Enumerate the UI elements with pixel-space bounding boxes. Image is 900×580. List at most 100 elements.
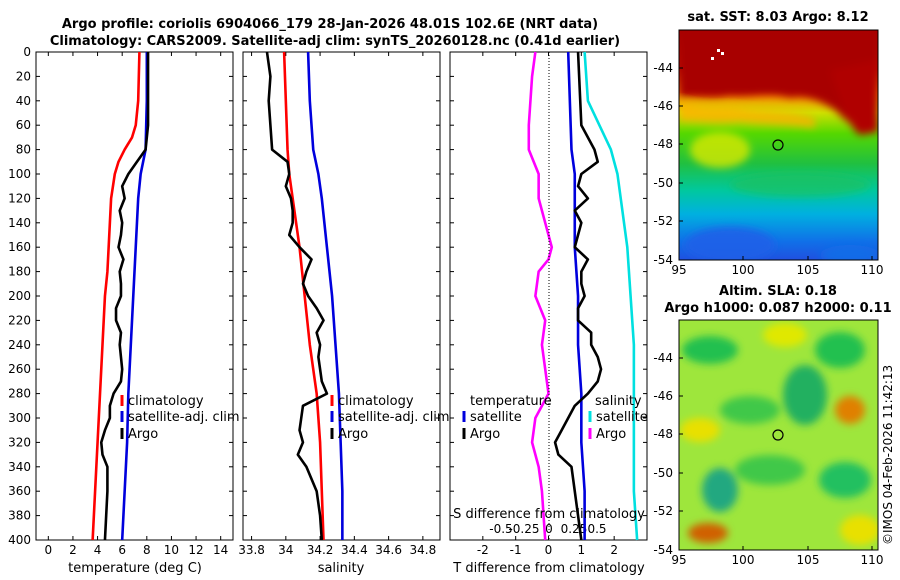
legend-s-argo: Argo <box>596 427 626 442</box>
x-tick-label: -2 <box>477 543 489 557</box>
sla-map-frame <box>678 319 879 551</box>
series-argo <box>265 51 329 541</box>
legend-satellite-adj: satellite-adj. clim <box>128 410 240 425</box>
lat-tick-label: -48 <box>653 427 673 441</box>
lat-tick-label: -46 <box>653 389 673 403</box>
depth-tick-label: 220 <box>8 313 31 327</box>
lat-tick-label: -44 <box>653 351 673 365</box>
x-tick-label: 10 <box>164 543 179 557</box>
series-salinity-argo <box>527 51 554 541</box>
argo-location-marker <box>772 139 784 151</box>
x-tick-label: 1 <box>578 543 586 557</box>
lat-tick-label: -50 <box>653 176 673 190</box>
x-tick-label: 6 <box>118 543 126 557</box>
x-tick-label: 34.6 <box>375 543 402 557</box>
title-line-1: Argo profile: coriolis 6904066_179 28-Ja… <box>62 17 598 32</box>
temperature-xlabel: temperature (deg C) <box>68 561 202 576</box>
lat-tick-label: -48 <box>653 137 673 151</box>
depth-tick-label: 260 <box>8 362 31 376</box>
depth-tick-label: 0 <box>23 45 31 59</box>
x-tick-label: 34.4 <box>341 543 368 557</box>
x-tick-label-top: -0.5 <box>489 522 512 536</box>
x-tick-label: 4 <box>94 543 102 557</box>
x-tick-label: -1 <box>510 543 522 557</box>
depth-tick-label: 140 <box>8 216 31 230</box>
lat-tick-label: -54 <box>653 543 673 557</box>
legend-climatology: climatology <box>128 394 204 409</box>
difference-xlabel: T difference from climatology <box>452 561 645 576</box>
series-climatology <box>91 51 141 541</box>
legend-satellite-adj: satellite-adj. clim <box>338 410 450 425</box>
title-line-2: Climatology: CARS2009. Satellite-adj cli… <box>50 34 620 49</box>
x-tick-label: 33.8 <box>238 543 265 557</box>
depth-tick-label: 120 <box>8 191 31 205</box>
lat-tick-label: -52 <box>653 504 673 518</box>
lat-tick-label: -50 <box>653 466 673 480</box>
legend-climatology: climatology <box>338 394 414 409</box>
salinity-legend: climatology satellite-adj. clim Argo <box>330 394 450 442</box>
lat-tick-label: -44 <box>653 61 673 75</box>
depth-tick-label: 180 <box>8 265 31 279</box>
series-temperature-argo <box>553 51 603 541</box>
sla-map-title-1: Altim. SLA: 0.18 <box>719 284 837 299</box>
lon-tick-label: 110 <box>861 553 884 567</box>
depth-tick-label: 100 <box>8 167 31 181</box>
x-tick-label: 0 <box>545 543 553 557</box>
depth-tick-label: 80 <box>16 143 31 157</box>
lat-tick-label: -54 <box>653 253 673 267</box>
series-satellite-adj-clim <box>306 51 344 540</box>
depth-tick-label: 320 <box>8 435 31 449</box>
sst-map <box>679 30 878 260</box>
lon-tick-label: 95 <box>671 553 686 567</box>
depth-tick-label: 200 <box>8 289 31 303</box>
series-salinity-satellite <box>583 51 639 541</box>
salinity-xlabel: salinity <box>318 561 365 576</box>
legend-argo: Argo <box>128 427 158 442</box>
lon-tick-label: 100 <box>732 263 755 277</box>
sla-map <box>679 320 878 550</box>
depth-tick-label: 240 <box>8 338 31 352</box>
depth-tick-label: 340 <box>8 460 31 474</box>
series-argo <box>99 52 150 541</box>
x-tick-label: 8 <box>143 543 151 557</box>
lat-tick-label: -46 <box>653 99 673 113</box>
lon-tick-label: 110 <box>861 263 884 277</box>
depth-tick-label: 20 <box>16 69 31 83</box>
sst-map-title: sat. SST: 8.03 Argo: 8.12 <box>687 10 868 25</box>
temperature-legend: climatology satellite-adj. clim Argo <box>120 394 240 442</box>
depth-tick-label: 160 <box>8 240 31 254</box>
copyright-text: ©IMOS 04-Feb-2026 11:42:13 <box>881 365 895 545</box>
depth-tick-label: 360 <box>8 484 31 498</box>
legend-temperature: temperature <box>470 394 552 409</box>
depth-tick-label: 60 <box>16 118 31 132</box>
depth-tick-label: 280 <box>8 387 31 401</box>
temperature-plot: 0 2 4 6 8 10 12 14 <box>44 51 228 557</box>
x-tick-label: 2 <box>69 543 77 557</box>
legend-argo: Argo <box>338 427 368 442</box>
depth-tick-label: 400 <box>8 533 31 547</box>
lat-tick-label: -52 <box>653 214 673 228</box>
sst-map-frame <box>678 29 879 261</box>
lon-tick-label: 100 <box>732 553 755 567</box>
legend-t-satellite: satellite <box>470 410 522 425</box>
argo-location-marker <box>772 429 784 441</box>
x-tick-label: 14 <box>213 543 228 557</box>
depth-tick-label: 40 <box>16 94 31 108</box>
x-tick-label: 12 <box>188 543 203 557</box>
depth-tick-label: 380 <box>8 509 31 523</box>
lon-tick-label: 105 <box>797 263 820 277</box>
depth-axis: 0 20 40 60 80 100 120 140 160 180 200 220 240 260 280 3… <box>8 45 647 547</box>
x-tick-label-top: 0.5 <box>587 522 606 536</box>
x-tick-label: 0 <box>44 543 52 557</box>
x-tick-label: 2 <box>610 543 618 557</box>
legend-t-argo: Argo <box>470 427 500 442</box>
legend-s-satellite: satellite <box>596 410 648 425</box>
difference-xlabel-top: S difference from climatology <box>453 507 645 522</box>
x-tick-label: 34.2 <box>307 543 334 557</box>
x-tick-label: 34 <box>278 543 293 557</box>
depth-tick-label: 300 <box>8 411 31 425</box>
